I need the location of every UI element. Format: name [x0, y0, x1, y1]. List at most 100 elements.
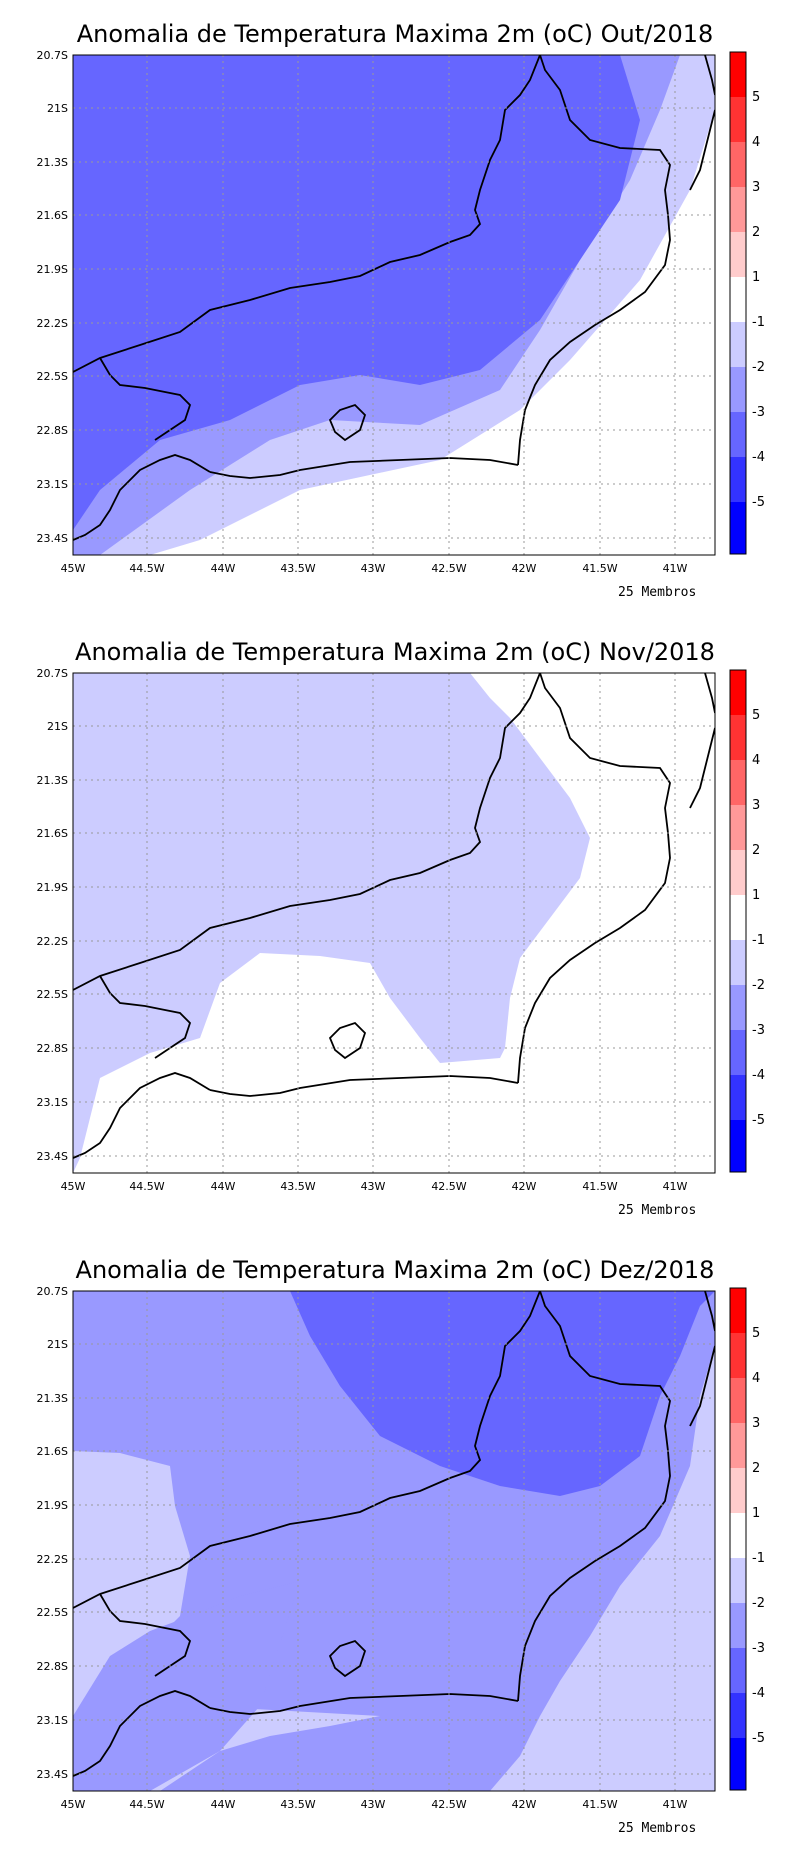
svg-text:21S: 21S: [47, 1338, 68, 1351]
svg-text:21.3S: 21.3S: [37, 1392, 68, 1405]
svg-text:21.9S: 21.9S: [37, 881, 68, 894]
svg-text:4: 4: [752, 1371, 760, 1386]
svg-text:44.5W: 44.5W: [129, 1798, 164, 1811]
colorbar: 5 4 3 2 1 -1 -2 -3 -4 -5: [729, 51, 765, 555]
svg-text:22.5S: 22.5S: [37, 1606, 68, 1619]
svg-text:41W: 41W: [663, 562, 688, 575]
svg-text:43W: 43W: [361, 562, 386, 575]
members-label: 25 Membros: [618, 1821, 696, 1836]
colorbar: 5 4 3 2 1 -1 -2 -3 -4 -5: [729, 1287, 765, 1791]
graticule: [73, 55, 715, 555]
map-frame: [72, 672, 716, 1174]
svg-text:22.2S: 22.2S: [37, 1553, 68, 1566]
svg-text:22.5S: 22.5S: [37, 370, 68, 383]
svg-text:42.5W: 42.5W: [431, 562, 466, 575]
anomaly-field: [73, 55, 715, 555]
svg-text:45W: 45W: [61, 1180, 86, 1193]
x-ticks: 45W 44.5W 44W 43.5W 43W 42.5W 42W 41.5W …: [61, 1798, 688, 1811]
svg-text:42.5W: 42.5W: [431, 1180, 466, 1193]
map-panel-nov: Anomalia de Temperatura Maxima 2m (oC) N…: [0, 618, 800, 1236]
svg-text:-3: -3: [752, 1023, 765, 1038]
svg-text:-2: -2: [752, 1596, 765, 1611]
svg-text:42W: 42W: [512, 1180, 537, 1193]
svg-text:-4: -4: [752, 1686, 765, 1701]
svg-text:21S: 21S: [47, 720, 68, 733]
map-frame: [72, 1290, 716, 1792]
svg-text:5: 5: [752, 90, 760, 105]
svg-text:22.2S: 22.2S: [37, 935, 68, 948]
map-panel-dez: Anomalia de Temperatura Maxima 2m (oC) D…: [0, 1236, 800, 1854]
svg-text:43.5W: 43.5W: [280, 1798, 315, 1811]
svg-text:-4: -4: [752, 1068, 765, 1083]
svg-text:22.5S: 22.5S: [37, 988, 68, 1001]
svg-text:21S: 21S: [47, 102, 68, 115]
coastline: [73, 673, 715, 1159]
svg-text:21.6S: 21.6S: [37, 1445, 68, 1458]
graticule: [73, 673, 715, 1173]
x-ticks: 45W 44.5W 44W 43.5W 43W 42.5W 42W 41.5W …: [61, 562, 688, 575]
svg-text:44W: 44W: [211, 1180, 236, 1193]
svg-text:4: 4: [752, 135, 760, 150]
graticule: [73, 1291, 715, 1791]
svg-text:2: 2: [752, 225, 760, 240]
y-ticks: 20.7S 21S 21.3S 21.6S 21.9S 22.2S 22.5S …: [37, 667, 68, 1163]
svg-text:22.8S: 22.8S: [37, 1042, 68, 1055]
svg-text:43.5W: 43.5W: [280, 1180, 315, 1193]
svg-text:22.8S: 22.8S: [37, 1660, 68, 1673]
svg-text:-2: -2: [752, 978, 765, 993]
svg-text:20.7S: 20.7S: [37, 49, 68, 62]
svg-text:21.3S: 21.3S: [37, 774, 68, 787]
svg-text:23.4S: 23.4S: [37, 532, 68, 545]
svg-text:3: 3: [752, 180, 760, 195]
svg-text:41.5W: 41.5W: [582, 1798, 617, 1811]
svg-text:3: 3: [752, 798, 760, 813]
svg-text:5: 5: [752, 708, 760, 723]
members-label: 25 Membros: [618, 1203, 696, 1218]
coastline: [73, 1291, 715, 1777]
svg-text:5: 5: [752, 1326, 760, 1341]
svg-text:1: 1: [752, 888, 760, 903]
svg-text:1: 1: [752, 270, 760, 285]
svg-text:-1: -1: [752, 933, 765, 948]
svg-text:3: 3: [752, 1416, 760, 1431]
svg-text:45W: 45W: [61, 1798, 86, 1811]
svg-text:4: 4: [752, 753, 760, 768]
svg-text:-1: -1: [752, 315, 765, 330]
svg-text:-4: -4: [752, 450, 765, 465]
anomaly-field: [73, 673, 715, 1173]
svg-text:23.1S: 23.1S: [37, 1096, 68, 1109]
svg-text:41W: 41W: [663, 1798, 688, 1811]
svg-text:42.5W: 42.5W: [431, 1798, 466, 1811]
svg-text:21.6S: 21.6S: [37, 827, 68, 840]
map-title: Anomalia de Temperatura Maxima 2m (oC) D…: [76, 1256, 715, 1284]
svg-text:21.6S: 21.6S: [37, 209, 68, 222]
svg-text:23.1S: 23.1S: [37, 1714, 68, 1727]
map-panel-out: Anomalia de Temperatura Maxima 2m (oC) O…: [0, 0, 800, 618]
svg-text:-3: -3: [752, 1641, 765, 1656]
y-ticks: 20.7S 21S 21.3S 21.6S 21.9S 22.2S 22.5S …: [37, 1285, 68, 1781]
svg-text:44W: 44W: [211, 1798, 236, 1811]
y-ticks: 20.7S 21S 21.3S 21.6S 21.9S 22.2S 22.5S …: [37, 49, 68, 545]
map-frame: [72, 54, 716, 556]
svg-text:-2: -2: [752, 360, 765, 375]
svg-text:44W: 44W: [211, 562, 236, 575]
svg-text:21.9S: 21.9S: [37, 263, 68, 276]
svg-text:21.3S: 21.3S: [37, 156, 68, 169]
svg-text:23.4S: 23.4S: [37, 1150, 68, 1163]
svg-text:23.4S: 23.4S: [37, 1768, 68, 1781]
members-label: 25 Membros: [618, 585, 696, 600]
svg-text:22.8S: 22.8S: [37, 424, 68, 437]
anomaly-field: [73, 1291, 715, 1791]
svg-text:41.5W: 41.5W: [582, 1180, 617, 1193]
svg-text:20.7S: 20.7S: [37, 1285, 68, 1298]
svg-text:42W: 42W: [512, 1798, 537, 1811]
svg-text:2: 2: [752, 1461, 760, 1476]
svg-text:23.1S: 23.1S: [37, 478, 68, 491]
svg-text:41W: 41W: [663, 1180, 688, 1193]
svg-text:43.5W: 43.5W: [280, 562, 315, 575]
svg-text:45W: 45W: [61, 562, 86, 575]
map-title: Anomalia de Temperatura Maxima 2m (oC) O…: [77, 20, 714, 48]
svg-text:-5: -5: [752, 495, 765, 510]
svg-text:1: 1: [752, 1506, 760, 1521]
svg-text:2: 2: [752, 843, 760, 858]
